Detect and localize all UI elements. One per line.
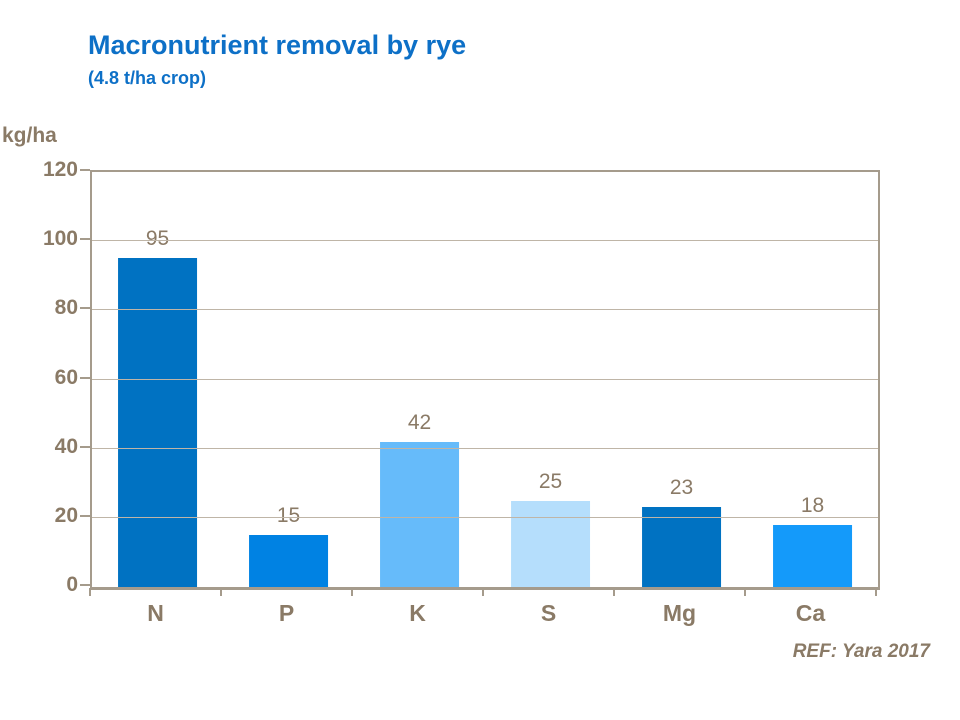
- y-tick-label-80: 80: [54, 296, 78, 320]
- value-label-S: 25: [538, 469, 563, 493]
- bar-Ca: [772, 524, 853, 587]
- x-tick-mark: [613, 588, 615, 596]
- value-label-P: 15: [276, 504, 301, 528]
- y-tick-label-60: 60: [54, 365, 78, 389]
- bar-slot-K: 42: [354, 172, 485, 587]
- category-label-Ca: Ca: [795, 600, 826, 626]
- bar-slot-Ca: 18: [747, 172, 878, 587]
- value-label-K: 42: [407, 410, 432, 434]
- x-tick-mark: [351, 588, 353, 596]
- y-axis-unit-label: kg/ha: [2, 124, 57, 147]
- category-label-N: N: [147, 600, 164, 626]
- y-tick-mark: [80, 514, 90, 517]
- y-tick-label-100: 100: [42, 227, 78, 251]
- chart-title: Macronutrient removal by rye: [88, 30, 467, 60]
- y-tick-mark: [80, 307, 90, 310]
- y-tick-mark: [80, 169, 90, 171]
- reference-note: REF: Yara 2017: [792, 641, 930, 662]
- value-label-Mg: 23: [669, 476, 694, 500]
- x-tick-mark: [89, 588, 91, 596]
- y-tick-label-120: 120: [42, 158, 78, 181]
- y-tick-mark: [80, 584, 90, 586]
- gridline: [92, 447, 878, 449]
- gridline: [92, 240, 878, 242]
- bar-N: [117, 258, 198, 587]
- category-label-K: K: [409, 600, 426, 626]
- gridline: [92, 309, 878, 311]
- y-tick-mark: [80, 376, 90, 379]
- plot-area: 95 15 42 25 23 18: [90, 170, 880, 590]
- category-label-Mg: Mg: [662, 600, 697, 626]
- chart-subtitle: (4.8 t/ha crop): [88, 68, 207, 88]
- value-label-N: 95: [145, 227, 170, 251]
- y-tick-label-40: 40: [54, 434, 78, 458]
- bar-K: [379, 441, 460, 587]
- category-label-S: S: [540, 600, 557, 626]
- gridline: [92, 378, 878, 380]
- bar-slot-S: 25: [485, 172, 616, 587]
- bar-P: [248, 535, 329, 587]
- bar-slots: 95 15 42 25 23 18: [92, 172, 878, 587]
- y-tick-label-0: 0: [66, 573, 78, 596]
- x-tick-mark: [744, 588, 746, 596]
- x-tick-mark: [482, 588, 484, 596]
- x-tick-mark: [875, 588, 877, 596]
- value-label-Ca: 18: [800, 493, 825, 517]
- y-tick-mark: [80, 238, 90, 241]
- category-label-P: P: [278, 600, 295, 626]
- gridline: [92, 516, 878, 518]
- y-tick-label-20: 20: [54, 503, 78, 527]
- bar-slot-Mg: 23: [616, 172, 747, 587]
- y-tick-mark: [80, 445, 90, 448]
- bar-slot-P: 15: [223, 172, 354, 587]
- x-tick-mark: [220, 588, 222, 596]
- bar-slot-N: 95: [92, 172, 223, 587]
- bar-S: [510, 500, 591, 587]
- bar-Mg: [641, 507, 722, 587]
